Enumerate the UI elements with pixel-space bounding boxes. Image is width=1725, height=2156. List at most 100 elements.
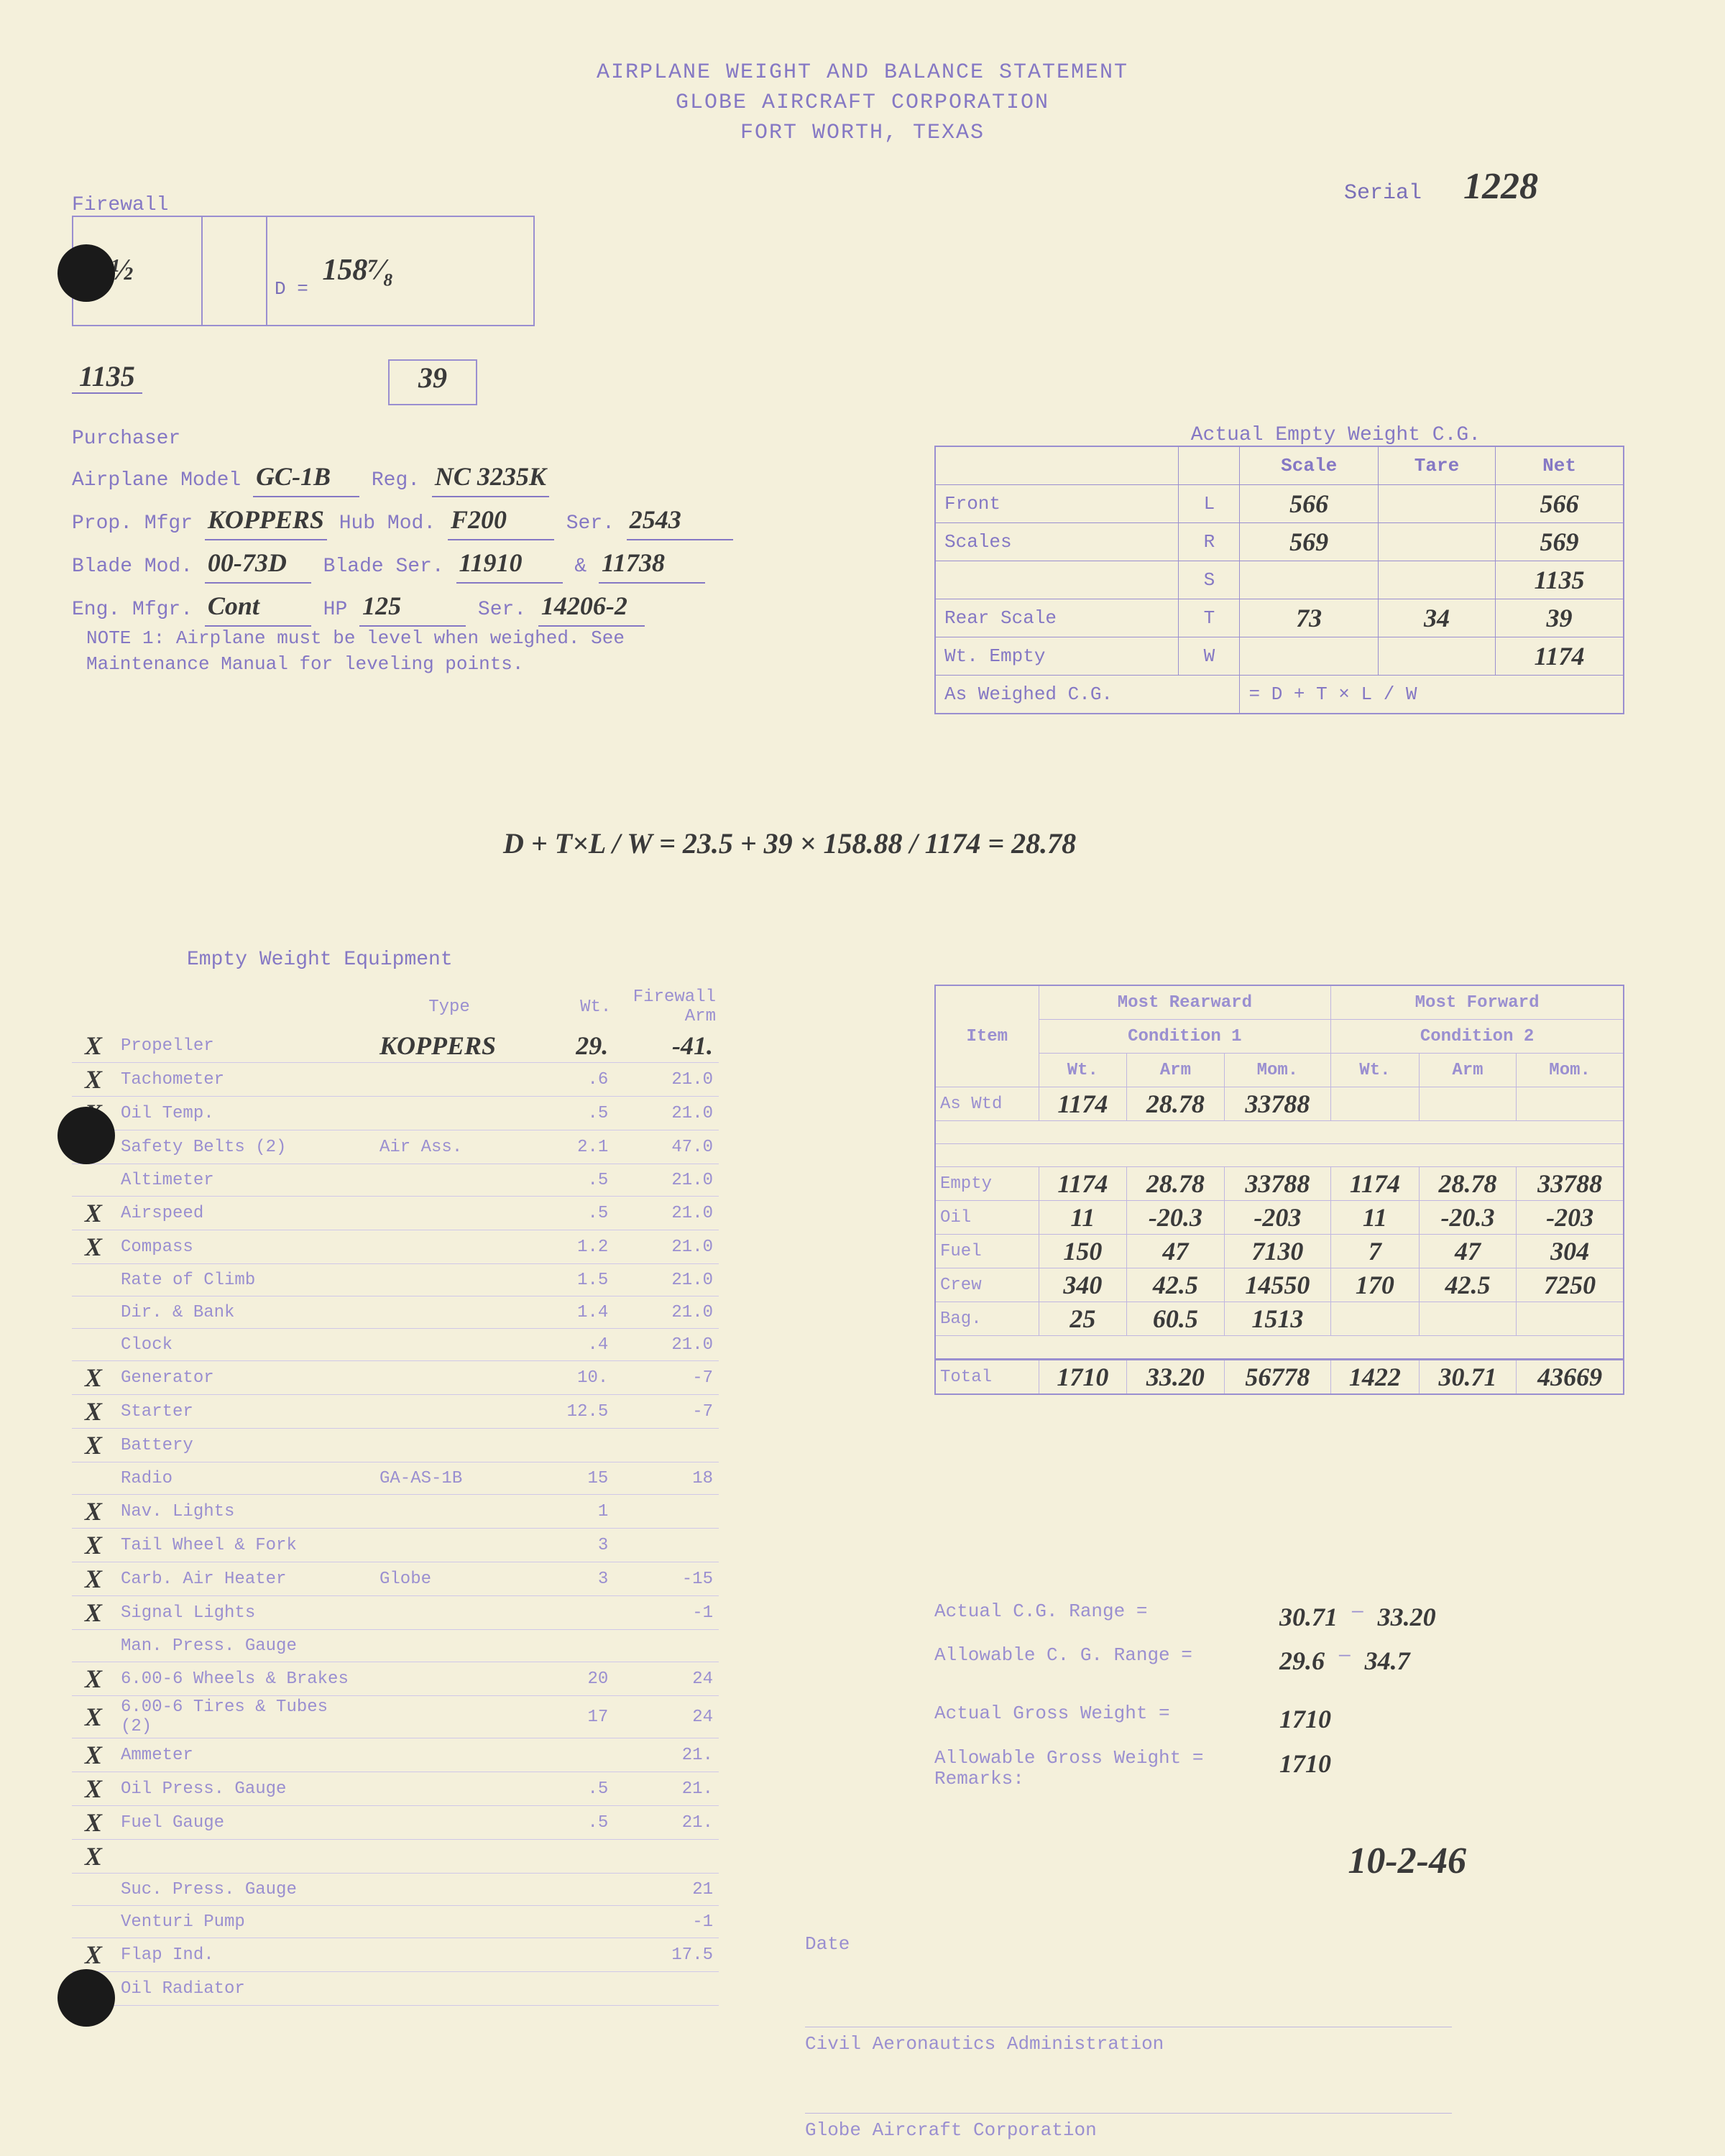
equip-arm: 21 — [614, 1874, 719, 1906]
eng-mfgr-label: Eng. Mfgr. — [72, 599, 193, 621]
cond-row: Empty117428.7833788117428.7833788 — [935, 1167, 1624, 1201]
equip-type: GA-AS-1B — [374, 1462, 525, 1495]
equip-arm: -1 — [614, 1906, 719, 1938]
equip-type: KOPPERS — [374, 1029, 525, 1063]
equip-label: Oil Temp. — [115, 1097, 374, 1130]
cond-row: Oil11-20.3-20311-20.3-203 — [935, 1201, 1624, 1235]
cg-col-tare: Tare — [1378, 446, 1495, 485]
cond-wt2 — [1331, 1087, 1420, 1121]
equip-type — [374, 1296, 525, 1329]
cg-row-tare: 34 — [1378, 599, 1495, 637]
equip-label: Nav. Lights — [115, 1495, 374, 1529]
signature-line-1: Civil Aeronautics Administration — [805, 2027, 1452, 2055]
model-label: Airplane Model — [72, 469, 241, 492]
cg-row: Rear ScaleT733439 — [935, 599, 1624, 637]
cond-col-mom1: Mom. — [1224, 1054, 1331, 1087]
equip-arm: 21.0 — [614, 1063, 719, 1097]
eng-mfgr-value: Cont — [205, 586, 311, 627]
equip-x: X — [72, 1806, 115, 1840]
note-text: Airplane must be level when weighed. See… — [86, 627, 625, 675]
cg-row-net: 1174 — [1496, 637, 1624, 676]
equip-x: X — [72, 1662, 115, 1696]
blade-ser1-value: 11910 — [456, 543, 563, 584]
cg-row-label: Wt. Empty — [935, 637, 1179, 676]
equip-label: Starter — [115, 1395, 374, 1429]
equip-arm: 24 — [614, 1696, 719, 1738]
equip-label: Rate of Climb — [115, 1264, 374, 1296]
equip-type — [374, 1529, 525, 1562]
equip-x: X — [72, 1696, 115, 1738]
below-box-value: 1135 — [72, 360, 142, 394]
equip-type — [374, 1097, 525, 1130]
allow-cg-hi: 34.7 — [1365, 1639, 1410, 1683]
equip-label: Suc. Press. Gauge — [115, 1874, 374, 1906]
equip-x — [72, 1164, 115, 1197]
date-value: 10-2-46 — [1348, 1841, 1466, 1881]
box-39: 39 — [388, 359, 477, 405]
equip-row: XNav. Lights1 — [72, 1495, 719, 1529]
purchaser-label: Purchaser — [72, 428, 180, 450]
cg-formula-row: As Weighed C.G. = D + T × L / W — [935, 676, 1624, 714]
cond-arm2 — [1419, 1302, 1517, 1336]
cond-wt2: 1174 — [1331, 1167, 1420, 1201]
equip-label: Dir. & Bank — [115, 1296, 374, 1329]
cond-wt1: 150 — [1039, 1235, 1127, 1268]
equip-arm — [614, 1429, 719, 1462]
cond-mom1: 7130 — [1224, 1235, 1331, 1268]
equip-type — [374, 1429, 525, 1462]
equip-wt: 1.2 — [525, 1230, 614, 1264]
equip-type — [374, 1840, 525, 1874]
model-value: GC-1B — [253, 457, 359, 497]
equip-row: X — [72, 1840, 719, 1874]
equip-arm: 17.5 — [614, 1938, 719, 1972]
equip-row: XOil Radiator — [72, 1972, 719, 2006]
equip-type — [374, 1329, 525, 1361]
equip-arm: -7 — [614, 1361, 719, 1395]
equip-type — [374, 1738, 525, 1772]
cond-row: As Wtd117428.7833788 — [935, 1087, 1624, 1121]
cond-item: Bag. — [935, 1302, 1039, 1336]
cg-row-scale — [1240, 637, 1378, 676]
cg-row-label: Front — [935, 485, 1179, 523]
equip-arm: -41. — [614, 1029, 719, 1063]
equip-row: XAmmeter21. — [72, 1738, 719, 1772]
equip-type — [374, 1395, 525, 1429]
cond-row: Bag.2560.51513 — [935, 1302, 1624, 1336]
cond-wt2: 170 — [1331, 1268, 1420, 1302]
equip-row: XAirspeed.521.0 — [72, 1197, 719, 1230]
equip-wt — [525, 1738, 614, 1772]
hole-punch-icon — [58, 1107, 115, 1164]
cg-formula-label: As Weighed C.G. — [935, 676, 1240, 714]
cg-row: Wt. EmptyW1174 — [935, 637, 1624, 676]
equip-row: X6.00-6 Tires & Tubes (2)1724 — [72, 1696, 719, 1738]
equip-type — [374, 1495, 525, 1529]
cond-wt1: 11 — [1039, 1201, 1127, 1235]
equip-type — [374, 1806, 525, 1840]
cond-spacer — [935, 1121, 1624, 1144]
equip-arm: 47.0 — [614, 1130, 719, 1164]
equip-row: XFlap Ind.17.5 — [72, 1938, 719, 1972]
equip-type — [374, 1197, 525, 1230]
equip-x: X — [72, 1063, 115, 1097]
header-line-1: AIRPLANE WEIGHT AND BALANCE STATEMENT — [72, 57, 1653, 88]
equip-wt — [525, 1906, 614, 1938]
cond-mom1: 33788 — [1224, 1087, 1331, 1121]
equip-x: X — [72, 1230, 115, 1264]
cond-mom1: 33788 — [1224, 1167, 1331, 1201]
equip-label: Safety Belts (2) — [115, 1130, 374, 1164]
cg-row-net: 1135 — [1496, 561, 1624, 599]
equip-wt — [525, 1630, 614, 1662]
equip-type — [374, 1662, 525, 1696]
equip-x — [72, 1296, 115, 1329]
equip-row: XCarb. Air HeaterGlobe3-15 — [72, 1562, 719, 1596]
cond-wt2 — [1331, 1302, 1420, 1336]
equip-arm: -15 — [614, 1562, 719, 1596]
cond-item: Fuel — [935, 1235, 1039, 1268]
equip-x — [72, 1264, 115, 1296]
equip-arm — [614, 1495, 719, 1529]
document-header: AIRPLANE WEIGHT AND BALANCE STATEMENT GL… — [72, 57, 1653, 148]
hub-mod-value: F200 — [448, 500, 554, 540]
cg-row-sub: S — [1179, 561, 1240, 599]
equip-label: Fuel Gauge — [115, 1806, 374, 1840]
cond-item: Crew — [935, 1268, 1039, 1302]
